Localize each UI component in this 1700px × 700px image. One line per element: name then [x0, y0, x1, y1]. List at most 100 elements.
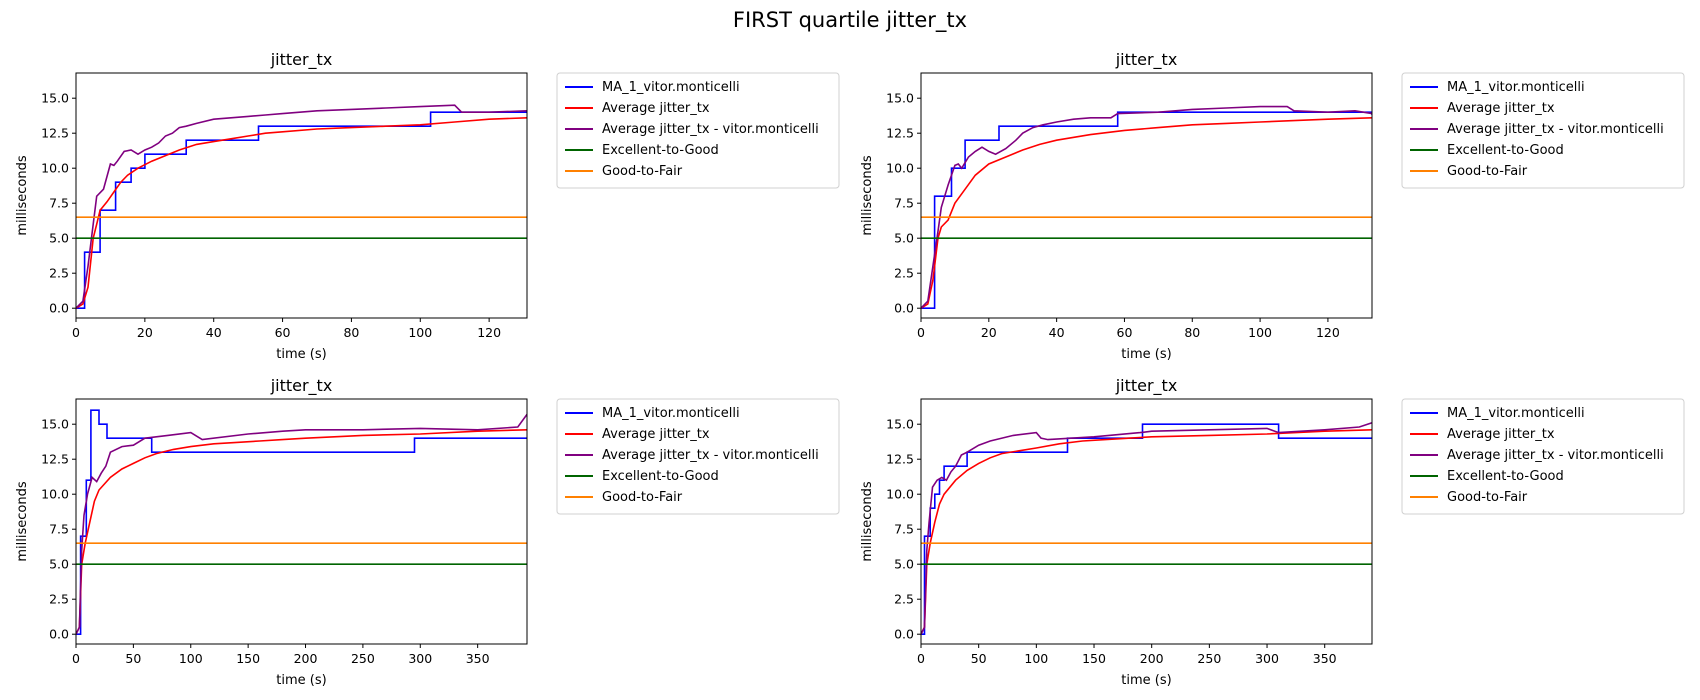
series-line-1: [76, 111, 527, 309]
legend-label: Good-to-Fair: [602, 490, 683, 505]
x-axis-label: time (s): [276, 673, 326, 688]
y-axis-label: milliseconds: [860, 481, 875, 561]
y-axis-label: milliseconds: [15, 481, 30, 561]
x-tick-label: 150: [236, 651, 260, 666]
plot-lines: [76, 409, 527, 635]
x-tick-label: 40: [1049, 325, 1065, 340]
legend-label: Good-to-Fair: [1447, 490, 1528, 505]
legend-box: [556, 72, 840, 189]
legend-label: Good-to-Fair: [602, 164, 683, 179]
subplot-title: jitter_tx: [1115, 50, 1178, 70]
subplot-2: 0 20 40 60 80 100 120 0.0 2.5 5.0 7.5 10.0 12.5 15.0 j…: [860, 50, 1685, 362]
x-tick-label: 100: [1024, 651, 1048, 666]
legend: MA_1_vitor.monticelli Average jitter_tx Av…: [1401, 398, 1685, 515]
y-tick-label: 12.5: [886, 452, 914, 467]
legend-label: Excellent-to-Good: [602, 469, 719, 484]
x-tick-label: 0: [917, 325, 925, 340]
axes-frame: [920, 398, 1373, 645]
x-tick-label: 250: [1197, 651, 1221, 666]
y-tick-label: 7.5: [894, 196, 914, 211]
y-tick-label: 15.0: [41, 91, 69, 106]
subplot-title: jitter_tx: [1115, 376, 1178, 396]
y-tick-label: 10.0: [41, 161, 69, 176]
legend-box: [1401, 72, 1685, 189]
legend: MA_1_vitor.monticelli Average jitter_tx Av…: [556, 72, 840, 189]
series-line-2: [921, 117, 1372, 309]
x-tick-label: 350: [1313, 651, 1337, 666]
x-tick-label: 120: [477, 325, 501, 340]
x-tick-label: 0: [72, 651, 80, 666]
y-axis-label: milliseconds: [860, 155, 875, 235]
legend-label: Average jitter_tx - vitor.monticelli: [602, 448, 819, 463]
x-tick-label: 80: [343, 325, 359, 340]
y-axis-label: milliseconds: [15, 155, 30, 235]
plot-lines: [76, 104, 527, 309]
x-axis-label: time (s): [276, 347, 326, 362]
y-tick-label: 2.5: [49, 592, 69, 607]
subplot-4: 0 50 100 150 200 250 300 350 0.0 2.5 5.0 7.5 10.0 12.…: [860, 376, 1685, 688]
y-tick-label: 7.5: [894, 522, 914, 537]
series-line-2: [921, 429, 1372, 635]
axes-frame: [920, 72, 1373, 319]
legend-label: Average jitter_tx: [602, 427, 710, 442]
y-tick-label: 5.0: [894, 557, 914, 572]
subplot-title: jitter_tx: [270, 376, 333, 396]
y-tick-label: 7.5: [49, 522, 69, 537]
x-tick-label: 100: [179, 651, 203, 666]
legend: MA_1_vitor.monticelli Average jitter_tx Av…: [1401, 72, 1685, 189]
legend-label: Average jitter_tx - vitor.monticelli: [602, 122, 819, 137]
y-tick-label: 2.5: [894, 266, 914, 281]
legend-label: MA_1_vitor.monticelli: [1447, 80, 1585, 95]
y-tick-label: 0.0: [894, 301, 914, 316]
plot-lines: [921, 422, 1372, 635]
series-line-3: [76, 104, 527, 309]
y-tick-label: 0.0: [894, 627, 914, 642]
x-tick-label: 300: [408, 651, 432, 666]
figure-title: FIRST quartile jitter_tx: [732, 8, 968, 32]
legend-label: MA_1_vitor.monticelli: [602, 80, 740, 95]
x-tick-label: 100: [1248, 325, 1272, 340]
legend-label: MA_1_vitor.monticelli: [602, 406, 740, 421]
series-line-1: [76, 409, 527, 635]
y-tick-label: 5.0: [894, 231, 914, 246]
legend-box: [1401, 398, 1685, 515]
y-tick-label: 2.5: [49, 266, 69, 281]
x-tick-label: 20: [981, 325, 997, 340]
x-tick-label: 50: [971, 651, 987, 666]
series-line-3: [921, 105, 1372, 309]
series-line-3: [921, 422, 1372, 635]
legend-label: Average jitter_tx: [1447, 101, 1555, 116]
x-tick-label: 100: [408, 325, 432, 340]
y-tick-label: 0.0: [49, 627, 69, 642]
axes-frame: [75, 398, 528, 645]
x-tick-label: 150: [1082, 651, 1106, 666]
x-tick-label: 40: [206, 325, 222, 340]
legend-label: Good-to-Fair: [1447, 164, 1528, 179]
x-axis-label: time (s): [1121, 347, 1171, 362]
x-tick-label: 20: [137, 325, 153, 340]
x-tick-label: 50: [125, 651, 141, 666]
axes-frame: [75, 72, 528, 319]
y-tick-label: 15.0: [41, 417, 69, 432]
x-tick-label: 0: [72, 325, 80, 340]
x-tick-label: 60: [275, 325, 291, 340]
y-tick-label: 12.5: [886, 126, 914, 141]
y-tick-label: 5.0: [49, 557, 69, 572]
y-tick-label: 7.5: [49, 196, 69, 211]
x-tick-label: 80: [1184, 325, 1200, 340]
legend-label: MA_1_vitor.monticelli: [1447, 406, 1585, 421]
legend-label: Average jitter_tx: [602, 101, 710, 116]
series-line-1: [921, 423, 1372, 635]
y-tick-label: 15.0: [886, 91, 914, 106]
y-tick-label: 12.5: [41, 126, 69, 141]
subplot-3: 0 50 100 150 200 250 300 350 0.0 2.5 5.0 7.5 10.0 12.…: [15, 376, 840, 688]
y-tick-label: 15.0: [886, 417, 914, 432]
plot-lines: [921, 105, 1372, 309]
subplot-title: jitter_tx: [270, 50, 333, 70]
legend-label: Average jitter_tx - vitor.monticelli: [1447, 448, 1664, 463]
series-line-2: [76, 117, 527, 309]
y-tick-label: 0.0: [49, 301, 69, 316]
series-line-2: [76, 429, 527, 635]
